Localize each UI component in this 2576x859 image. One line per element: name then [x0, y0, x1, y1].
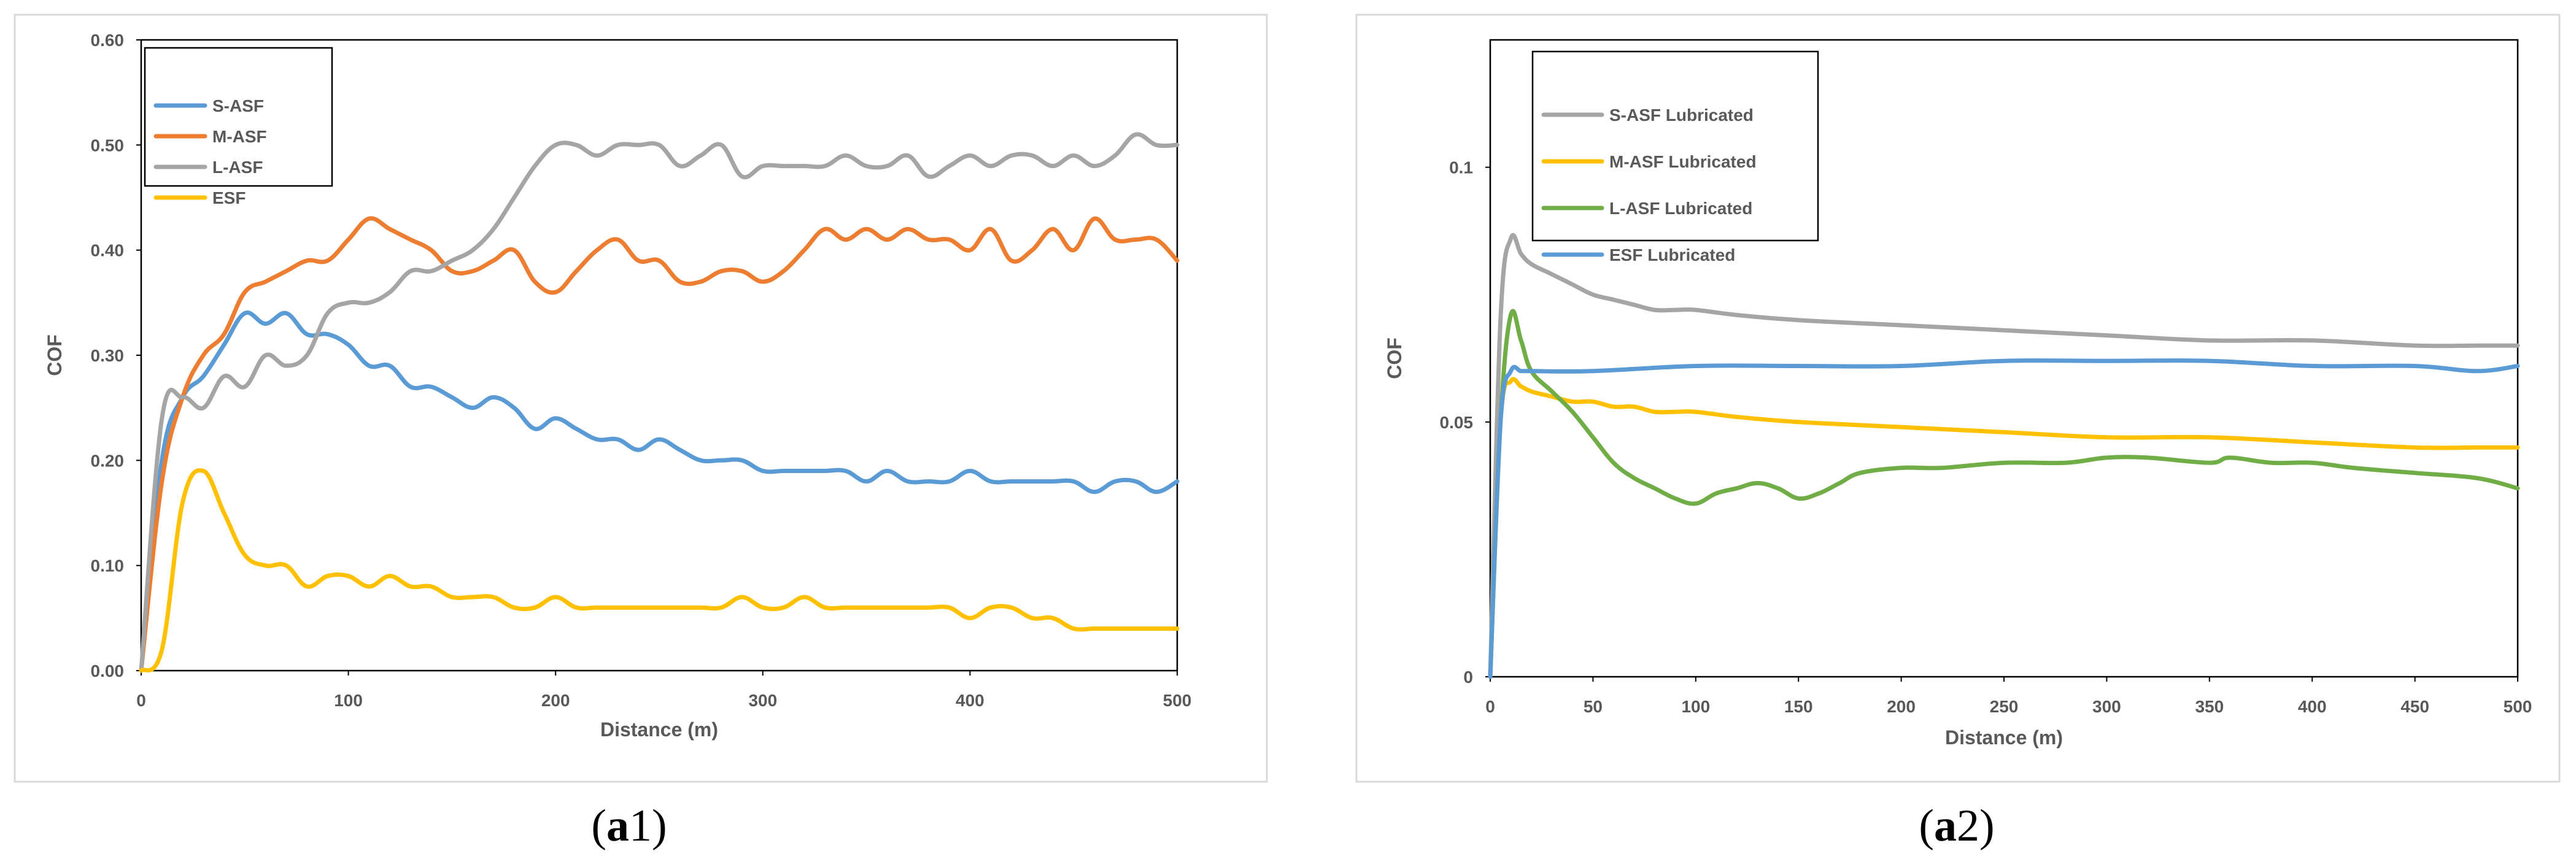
x-tick-label: 450	[2400, 697, 2429, 716]
x-tick-label: 0	[136, 691, 146, 710]
x-tick-label: 250	[1990, 697, 2019, 716]
y-tick-label: 0.05	[1440, 413, 1474, 432]
series-line-esf	[139, 468, 1180, 673]
x-tick-label: 300	[2092, 697, 2121, 716]
y-axis-title: COF	[44, 334, 66, 376]
x-tick-label: 0	[1485, 697, 1495, 716]
x-tick-label: 100	[334, 691, 363, 710]
x-tick-label: 300	[748, 691, 777, 710]
y-tick-label: 0	[1463, 668, 1473, 687]
chart-a2: 0 0.05 0.1 0 50 100 150 200 250 300 350 400 450 500 Di…	[1383, 39, 2532, 749]
x-tick-label: 150	[1784, 697, 1813, 716]
y-tick-label: 0.00	[91, 661, 125, 680]
legend-label: L-ASF Lubricated	[1609, 199, 1752, 218]
x-tick-label: 200	[1887, 697, 1916, 716]
y-tick-label: 0.1	[1449, 158, 1473, 177]
series-line-m-asf	[139, 216, 1180, 673]
x-axis-title: Distance (m)	[1945, 726, 2063, 749]
y-tick-label: 0.40	[91, 241, 125, 260]
chart-a1: 0.00 0.10 0.20 0.30 0.40 0.50 0.60 0 100 200 300 40…	[44, 31, 1191, 741]
y-tick-label: 0.20	[91, 451, 125, 470]
x-axis-title: Distance (m)	[600, 718, 718, 741]
y-tick-label: 0.10	[91, 557, 125, 576]
x-tick-label: 400	[956, 691, 984, 710]
legend-label: ESF	[212, 188, 246, 207]
series-line-esf-lubricated	[1488, 358, 2520, 679]
panel-label-a2: (a2)	[1919, 801, 1994, 851]
x-tick-label: 50	[1584, 697, 1603, 716]
series-line-l-asf-lubricated	[1488, 309, 2520, 679]
x-tick-label: 500	[2504, 697, 2532, 716]
series-line-s-asf-lubricated	[1488, 233, 2520, 679]
x-tick-label: 200	[541, 691, 570, 710]
x-tick-label: 500	[1163, 691, 1192, 710]
x-tick-label: 100	[1681, 697, 1710, 716]
x-tick-label: 350	[2195, 697, 2224, 716]
legend-label: ESF Lubricated	[1609, 245, 1735, 264]
y-axis-title: COF	[1383, 337, 1406, 379]
legend-label: S-ASF	[212, 96, 264, 115]
y-tick-label: 0.50	[91, 136, 125, 155]
x-tick-label: 400	[2298, 697, 2327, 716]
panel-label-a1: (a1)	[591, 801, 667, 851]
legend-label: M-ASF	[212, 127, 267, 146]
series-line-l-asf	[139, 132, 1180, 673]
series-line-s-asf	[139, 310, 1180, 673]
legend-label: S-ASF Lubricated	[1609, 106, 1754, 125]
y-tick-label: 0.30	[91, 346, 125, 365]
legend-label: L-ASF	[212, 158, 263, 177]
legend-box	[144, 47, 333, 187]
y-tick-label: 0.60	[91, 31, 125, 50]
legend-label: M-ASF Lubricated	[1609, 152, 1757, 171]
series-line-m-asf-lubricated	[1488, 377, 2520, 679]
